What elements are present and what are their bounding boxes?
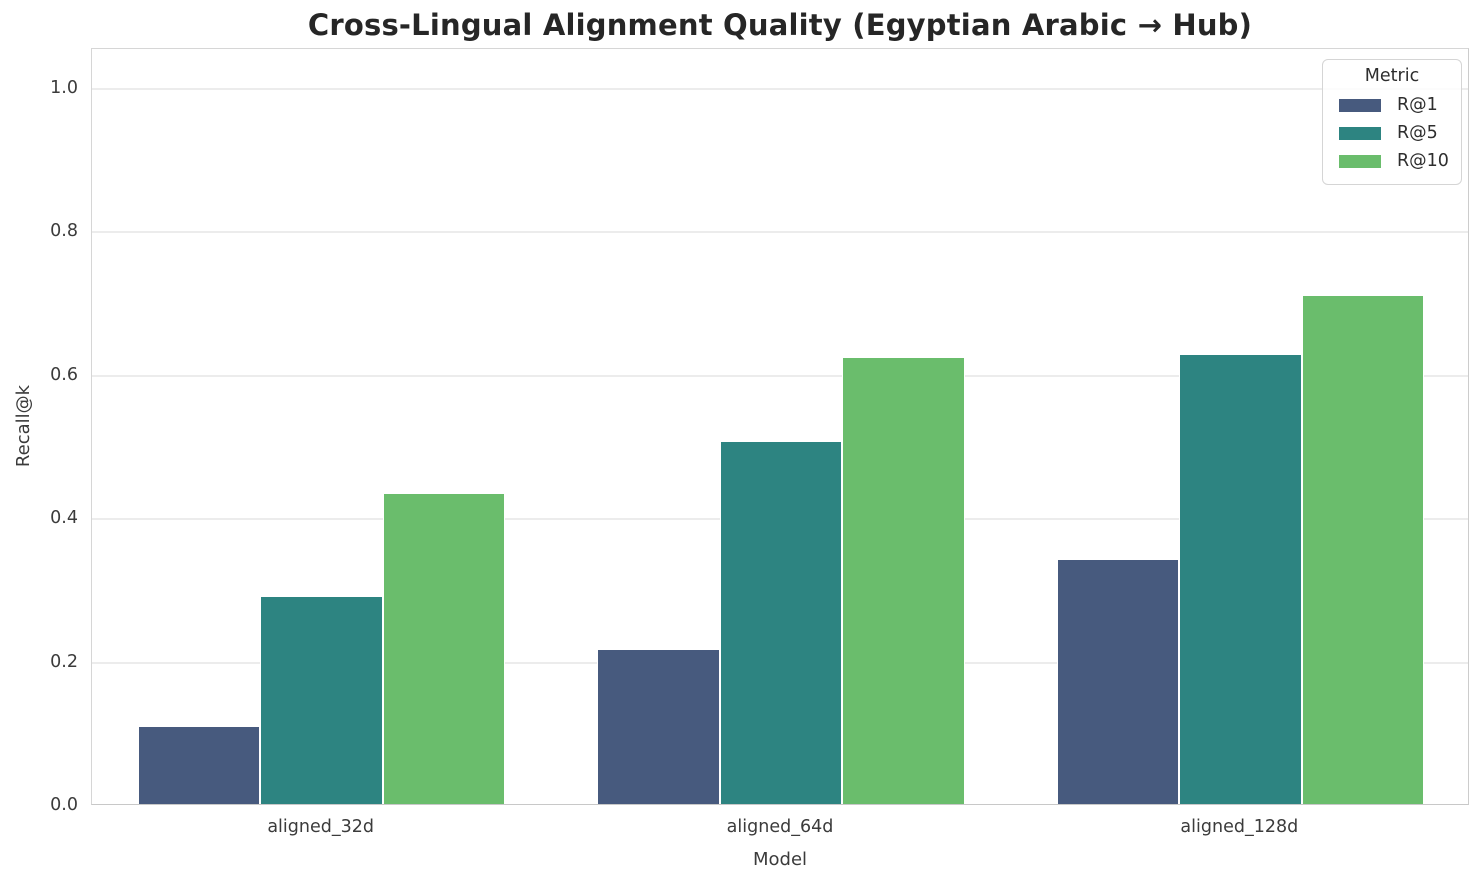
chart-title: Cross-Lingual Alignment Quality (Egyptia…	[307, 8, 1253, 42]
bar-aligned_32d-R@10	[382, 494, 506, 804]
legend-item: R@1	[1333, 91, 1451, 119]
y-tick-label: 0.2	[50, 651, 78, 672]
bar-aligned_64d-R@5	[719, 441, 843, 804]
legend-item: R@5	[1333, 119, 1451, 147]
bar-aligned_128d-R@1	[1056, 559, 1180, 804]
bar-aligned_64d-R@1	[597, 649, 720, 804]
y-tick-label: 0.8	[50, 221, 78, 242]
bar-aligned_32d-R@5	[260, 596, 383, 804]
legend-swatch-r5	[1339, 126, 1381, 140]
x-axis-label: Model	[752, 849, 808, 870]
x-tick-label-aligned_32d: aligned_32d	[267, 817, 374, 837]
y-tick-label: 0.4	[50, 508, 78, 529]
x-tick-label-aligned_64d: aligned_64d	[726, 817, 834, 837]
legend-title: Metric	[1364, 66, 1420, 86]
y-tick-label: 1.0	[50, 78, 78, 98]
legend-label: R@5	[1397, 123, 1438, 143]
bar-aligned_128d-R@5	[1179, 355, 1302, 804]
axes	[91, 48, 1469, 805]
legend-label: R@10	[1397, 151, 1449, 171]
gridline	[92, 374, 1468, 377]
legend-item: R@10	[1333, 147, 1451, 175]
bar-aligned_64d-R@10	[842, 358, 965, 804]
x-tick-label-aligned_128d: aligned_128d	[1180, 817, 1299, 837]
y-tick-label: 0.0	[50, 795, 78, 815]
legend-swatch-r10	[1339, 154, 1381, 168]
y-tick-label: 0.6	[50, 364, 78, 385]
y-axis-label: Recall@k	[13, 384, 34, 468]
bar-aligned_32d-R@1	[137, 727, 261, 804]
gridline	[92, 231, 1468, 234]
gridline	[92, 88, 1468, 90]
bar-aligned_128d-R@10	[1301, 295, 1425, 804]
legend: Metric R@1 R@5 R@10	[1322, 59, 1462, 185]
legend-swatch-r1	[1339, 98, 1381, 112]
legend-label: R@1	[1397, 95, 1438, 115]
